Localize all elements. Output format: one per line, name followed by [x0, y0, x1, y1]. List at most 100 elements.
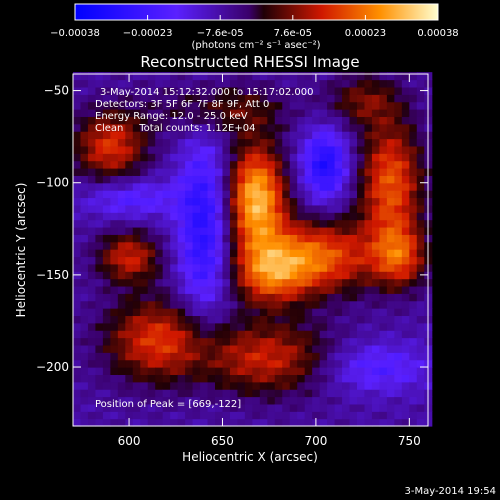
heatmap-cell [185, 411, 194, 420]
heatmap-cell [282, 94, 291, 103]
heatmap-cell [416, 315, 425, 324]
heatmap-cell [289, 256, 298, 265]
heatmap-cell [289, 145, 298, 154]
heatmap-cell [155, 241, 164, 250]
heatmap-cell [357, 359, 366, 368]
heatmap-cell [401, 190, 410, 199]
heatmap-cell [327, 226, 336, 235]
heatmap-cell [409, 116, 418, 125]
heatmap-cell [207, 285, 216, 294]
heatmap-cell [312, 374, 321, 383]
heatmap-cell [379, 234, 388, 243]
heatmap-cell [416, 344, 425, 353]
heatmap-cell [117, 219, 126, 228]
heatmap-cell [162, 101, 171, 110]
heatmap-cell [334, 285, 343, 294]
heatmap-cell [386, 167, 395, 176]
heatmap-cell [177, 293, 186, 302]
heatmap-cell [95, 293, 104, 302]
heatmap-cell [252, 389, 261, 398]
heatmap-cell [252, 374, 261, 383]
heatmap-cell [110, 234, 119, 243]
heatmap-cell [274, 160, 283, 169]
heatmap-cell [207, 123, 216, 132]
heatmap-cell [379, 381, 388, 390]
heatmap-cell [282, 337, 291, 346]
heatmap-cell [237, 256, 246, 265]
heatmap-cell [222, 330, 231, 339]
heatmap-cell [162, 330, 171, 339]
heatmap-cell [252, 153, 261, 162]
heatmap-cell [357, 396, 366, 405]
heatmap-cell [319, 418, 328, 427]
heatmap-cell [319, 212, 328, 221]
heatmap-cell [409, 175, 418, 184]
heatmap-cell [237, 359, 246, 368]
heatmap-cell [102, 212, 111, 221]
heatmap-cell [132, 72, 141, 81]
heatmap-cell [200, 337, 209, 346]
heatmap-cell [282, 160, 291, 169]
heatmap-cell [357, 145, 366, 154]
heatmap-cell [334, 101, 343, 110]
heatmap-cell [409, 241, 418, 250]
heatmap-cell [215, 308, 224, 317]
heatmap-cell [409, 396, 418, 405]
heatmap-cell [102, 396, 111, 405]
heatmap-cell [244, 352, 253, 361]
heatmap-cell [132, 389, 141, 398]
heatmap-cell [170, 411, 179, 420]
heatmap-cell [222, 153, 231, 162]
heatmap-cell [252, 256, 261, 265]
heatmap-cell [185, 94, 194, 103]
heatmap-cell [155, 153, 164, 162]
heatmap-cell [132, 86, 141, 95]
heatmap-cell [185, 219, 194, 228]
heatmap-cell [192, 249, 201, 258]
heatmap-cell [349, 352, 358, 361]
heatmap-cell [80, 109, 89, 117]
heatmap-cell [102, 278, 111, 287]
heatmap-cell [110, 403, 119, 412]
heatmap-cell [132, 204, 141, 213]
heatmap-cell [147, 308, 156, 317]
heatmap-cell [102, 79, 111, 88]
heatmap-cell [87, 285, 97, 294]
heatmap-cell [312, 411, 321, 420]
heatmap-cell [200, 131, 209, 140]
heatmap-cell [349, 308, 358, 317]
heatmap-cell [215, 160, 224, 169]
heatmap-cell [117, 389, 126, 398]
heatmap-cell [386, 131, 395, 140]
heatmap-cell [289, 79, 298, 88]
heatmap-cell [401, 234, 410, 243]
heatmap-cell [327, 315, 336, 324]
heatmap-cell [379, 175, 388, 184]
heatmap-cell [200, 160, 209, 169]
heatmap-cell [140, 79, 149, 88]
heatmap-cell [237, 241, 246, 250]
heatmap-cell [357, 241, 366, 250]
heatmap-cell [386, 190, 395, 199]
heatmap-cell [117, 212, 126, 221]
heatmap-cell [80, 374, 89, 383]
heatmap-cell [73, 72, 82, 81]
heatmap-cell [73, 234, 82, 243]
heatmap-cell [95, 256, 104, 265]
heatmap-cell [364, 315, 373, 324]
heatmap-cell [297, 315, 306, 324]
heatmap-cell [289, 241, 298, 250]
heatmap-cell [297, 411, 306, 420]
heatmap-cell [349, 271, 358, 280]
heatmap-cell [244, 234, 253, 243]
heatmap-cell [95, 145, 104, 154]
heatmap-cell [416, 116, 425, 125]
heatmap-cell [252, 234, 261, 243]
heatmap-cell [379, 367, 388, 375]
heatmap-cell [416, 190, 425, 199]
heatmap-cell [409, 153, 418, 162]
heatmap-cell [379, 131, 388, 140]
heatmap-cell [409, 374, 418, 383]
heatmap-cell [297, 219, 306, 228]
heatmap-cell [87, 131, 97, 140]
